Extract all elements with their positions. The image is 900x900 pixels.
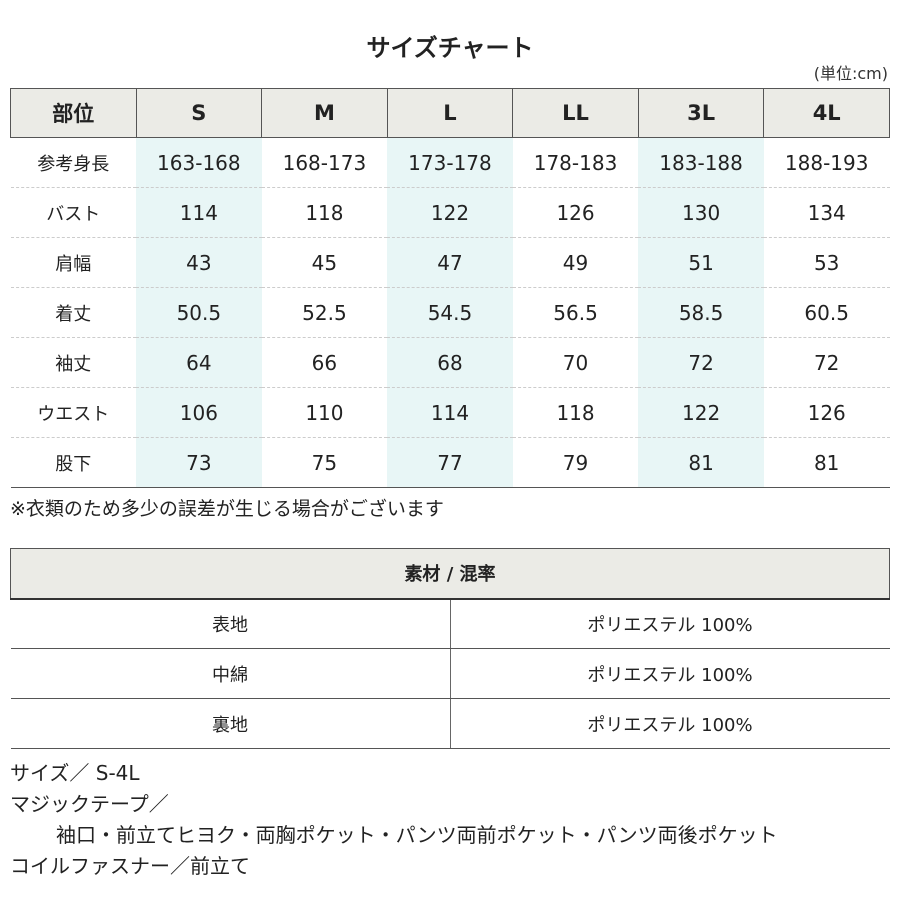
size-chart-table: 部位 S M L LL 3L 4L 参考身長 163-168 168-173 173-178 178… xyxy=(10,88,890,488)
size-value: 126 xyxy=(512,187,639,238)
material-label: 表地 xyxy=(10,598,451,649)
size-value: 49 xyxy=(512,237,639,288)
material-value: ポリエステル 100% xyxy=(450,648,890,699)
size-value: 106 xyxy=(136,387,262,438)
size-value: 77 xyxy=(387,437,513,488)
size-value: 72 xyxy=(763,337,890,388)
size-value: 64 xyxy=(136,337,262,388)
size-value: 79 xyxy=(512,437,639,488)
row-label: バスト xyxy=(10,187,137,238)
header-size: 4L xyxy=(763,88,890,138)
header-part: 部位 xyxy=(10,88,137,138)
size-value: 173-178 xyxy=(387,137,513,188)
material-table: 素材 / 混率 表地 ポリエステル 100% 中綿 ポリエステル 100% 裏地 ポリエス… xyxy=(10,548,890,749)
size-value: 51 xyxy=(638,237,764,288)
table-row: 袖丈 64 66 68 70 72 72 xyxy=(10,337,890,388)
size-value: 54.5 xyxy=(387,287,513,338)
size-value: 122 xyxy=(387,187,513,238)
material-label: 中綿 xyxy=(10,648,451,699)
material-value: ポリエステル 100% xyxy=(450,698,890,749)
spec-velcro-detail: 袖口・前立てヒヨク・両胸ポケット・パンツ両前ポケット・パンツ両後ポケット xyxy=(56,823,778,847)
size-value: 45 xyxy=(261,237,388,288)
row-label: 股下 xyxy=(10,437,137,488)
row-label: 袖丈 xyxy=(10,337,137,388)
material-label: 裏地 xyxy=(10,698,451,749)
size-value: 60.5 xyxy=(763,287,890,338)
size-value: 70 xyxy=(512,337,639,388)
table-row: 着丈 50.5 52.5 54.5 56.5 58.5 60.5 xyxy=(10,287,890,338)
material-row: 裏地 ポリエステル 100% xyxy=(10,698,890,749)
size-value: 72 xyxy=(638,337,764,388)
spec-velcro: マジックテープ／ xyxy=(10,792,169,816)
size-value: 81 xyxy=(638,437,764,488)
size-value: 118 xyxy=(512,387,639,438)
header-size: S xyxy=(135,88,263,138)
size-value: 43 xyxy=(136,237,262,288)
row-label: ウエスト xyxy=(10,387,137,438)
page-title: サイズチャート xyxy=(366,34,534,62)
size-value: 178-183 xyxy=(512,137,639,188)
size-value: 75 xyxy=(261,437,388,488)
table-row: 参考身長 163-168 168-173 173-178 178-183 183-188 1… xyxy=(10,137,890,188)
unit-label: (単位:cm) xyxy=(813,64,888,83)
row-label: 着丈 xyxy=(10,287,137,338)
size-value: 168-173 xyxy=(261,137,388,188)
size-value: 66 xyxy=(261,337,388,388)
size-value: 53 xyxy=(763,237,890,288)
row-label: 肩幅 xyxy=(10,237,137,288)
size-value: 118 xyxy=(261,187,388,238)
header-size: LL xyxy=(512,88,639,138)
size-value: 52.5 xyxy=(261,287,388,338)
table-row: 肩幅 43 45 47 49 51 53 xyxy=(10,237,890,288)
material-row: 中綿 ポリエステル 100% xyxy=(10,648,890,699)
spec-size: サイズ／ S-4L xyxy=(10,761,140,785)
size-value: 114 xyxy=(136,187,262,238)
row-label: 参考身長 xyxy=(10,137,137,188)
header-size: 3L xyxy=(637,88,765,138)
material-header: 素材 / 混率 xyxy=(10,548,890,600)
header-size: L xyxy=(386,88,514,138)
size-value: 130 xyxy=(638,187,764,238)
spec-list: サイズ／ S-4L マジックテープ／ 袖口・前立てヒヨク・両胸ポケット・パンツ両… xyxy=(10,758,778,882)
material-row: 表地 ポリエステル 100% xyxy=(10,598,890,649)
size-value: 163-168 xyxy=(136,137,262,188)
size-value: 50.5 xyxy=(136,287,262,338)
size-value: 134 xyxy=(763,187,890,238)
table-row: 股下 73 75 77 79 81 81 xyxy=(10,437,890,488)
size-value: 58.5 xyxy=(638,287,764,338)
size-value: 110 xyxy=(261,387,388,438)
material-value: ポリエステル 100% xyxy=(450,598,890,649)
size-value: 122 xyxy=(638,387,764,438)
size-value: 126 xyxy=(763,387,890,438)
size-value: 68 xyxy=(387,337,513,388)
size-value: 47 xyxy=(387,237,513,288)
note: ※衣類のため多少の誤差が生じる場合がございます xyxy=(10,498,444,520)
table-row: バスト 114 118 122 126 130 134 xyxy=(10,187,890,238)
spec-zipper: コイルファスナー／前立て xyxy=(10,854,250,878)
table-row: ウエスト 106 110 114 118 122 126 xyxy=(10,387,890,438)
size-value: 81 xyxy=(763,437,890,488)
size-value: 73 xyxy=(136,437,262,488)
size-value: 188-193 xyxy=(763,137,890,188)
size-value: 183-188 xyxy=(638,137,764,188)
size-value: 114 xyxy=(387,387,513,438)
size-value: 56.5 xyxy=(512,287,639,338)
header-size: M xyxy=(261,88,388,138)
